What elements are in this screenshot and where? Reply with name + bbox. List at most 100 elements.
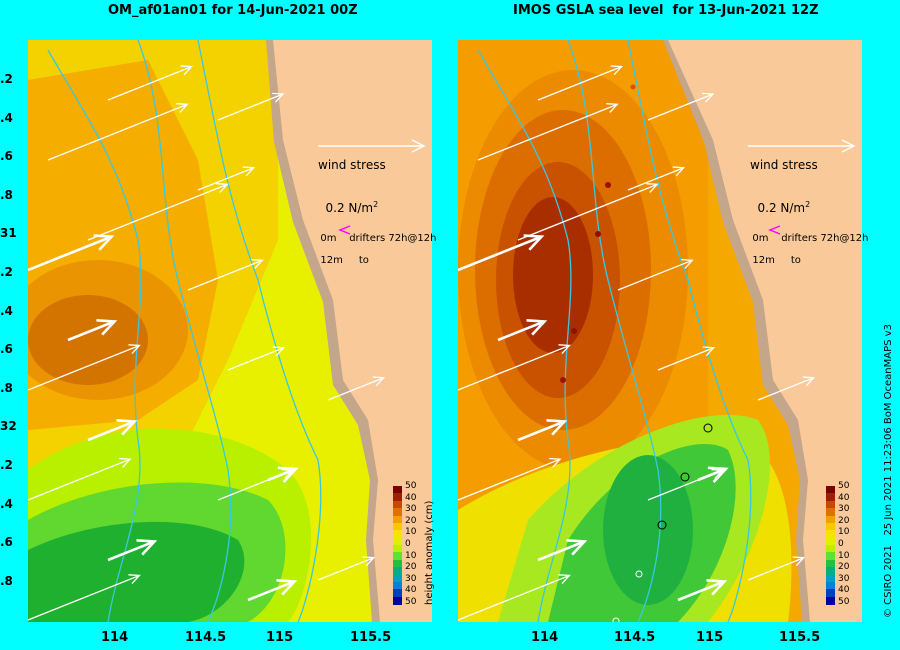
colorbar-swatch [826, 508, 835, 516]
wind-arrow [28, 344, 140, 391]
right-drifter-legend-marker [768, 225, 781, 235]
colorbar-swatch [393, 537, 402, 546]
longitude-tick-label: 114 [101, 630, 129, 645]
colorbar-swatch [826, 552, 835, 561]
wind-arrow [28, 574, 140, 621]
colorbar-tick-label: 30 [405, 504, 417, 515]
wind-arrow-head [672, 166, 686, 177]
colorbar-swatch [393, 559, 402, 568]
wind-arrow-head [272, 346, 286, 357]
wind-arrow [187, 259, 263, 291]
wind-arrow-head [610, 65, 623, 76]
colorbar-swatch [826, 596, 835, 605]
colorbar-tick-label: 0 [405, 539, 411, 549]
wind-arrow-head [128, 344, 141, 354]
wind-arrow [458, 344, 570, 391]
wind-arrow-head [96, 319, 118, 336]
colorbar-tick-label: 0 [838, 539, 844, 549]
wind-arrow [197, 167, 254, 191]
colorbar-swatch [826, 500, 835, 509]
colorbar-swatch [393, 567, 402, 575]
wind-arrow [217, 93, 284, 121]
right-map-panel [458, 40, 862, 622]
wind-arrow-head [180, 65, 193, 76]
wind-arrow-head [372, 376, 386, 387]
wind-arrow [267, 467, 297, 482]
longitude-tick-label: 115.5 [350, 630, 392, 645]
colorbar-tick-label: 40 [838, 492, 850, 503]
right-drifter-points [560, 84, 713, 622]
left-colorbar-title: height anomaly (cm) [424, 500, 435, 605]
wind-arrow [647, 93, 714, 121]
wind-arrow-head [176, 103, 189, 113]
wind-arrow-head [276, 579, 298, 596]
latitude-tick-label: 32 [0, 419, 17, 434]
wind-arrow-head [136, 539, 158, 556]
colorbar-swatch [826, 567, 835, 575]
colorbar-tick-label: 50 [405, 597, 417, 607]
wind-arrow [28, 235, 113, 272]
colorbar-swatch [393, 493, 402, 502]
wind-arrow [28, 458, 131, 501]
wind-arrow-head [242, 166, 256, 177]
longitude-tick-label: 114.5 [614, 630, 656, 645]
left-contour-neg20 [28, 521, 245, 622]
colorbar-swatch [826, 545, 835, 553]
latitude-tick-label: .8 [0, 380, 13, 395]
wind-arrow [47, 103, 188, 161]
latitude-tick-label: .6 [0, 535, 13, 550]
left-wind-legend-label: wind stress 0.2 N/m2 [318, 158, 386, 215]
right-map-canvas [458, 40, 862, 622]
colorbar-swatch [826, 493, 835, 502]
colorbar-swatch [826, 522, 835, 531]
colorbar-swatch [393, 508, 402, 516]
longitude-tick-label: 115 [696, 630, 724, 645]
colorbar-swatch [826, 486, 835, 494]
colorbar-swatch [393, 515, 402, 524]
wind-arrow [537, 66, 622, 101]
colorbar-tick-label: 20 [838, 562, 850, 573]
right-wind-legend-label: wind stress 0.2 N/m2 [750, 158, 818, 215]
wind-arrow-head [116, 419, 138, 436]
wind-arrow-head [362, 556, 376, 567]
colorbar-swatch [393, 589, 402, 598]
copyright-notice: © CSIRO 2021 25 Jun 2021 11:23:06 BoM Oc… [883, 324, 894, 618]
wind-arrow-head [271, 92, 285, 103]
wind-arrow [497, 320, 545, 342]
colorbar-swatch [393, 574, 402, 583]
wind-arrow [477, 103, 618, 161]
wind-arrow [317, 557, 374, 581]
colorbar-swatch [826, 581, 835, 590]
wind-arrow [537, 540, 585, 562]
colorbar-tick-label: 30 [405, 573, 417, 584]
wind-arrow-head [706, 579, 728, 596]
colorbar-swatch [393, 596, 402, 605]
latitude-tick-label: .2 [0, 265, 13, 279]
colorbar-swatch [393, 500, 402, 509]
wind-arrow [697, 467, 727, 482]
latitude-tick-label: .6 [0, 342, 13, 357]
wind-arrow [627, 167, 684, 191]
left-contour-50 [28, 295, 148, 385]
left-map-title: OM_af01an01 for 14-Jun-2021 00Z [108, 3, 358, 18]
left-wind-legend-arrow [318, 139, 426, 153]
latitude-tick-label: .8 [0, 187, 13, 202]
left-land [273, 40, 432, 622]
colorbar-swatch [826, 574, 835, 583]
colorbar-tick-label: 10 [405, 527, 417, 538]
colorbar-tick-label: 20 [405, 515, 417, 526]
wind-arrow [67, 320, 115, 342]
colorbar-swatch [393, 545, 402, 553]
wind-arrow [107, 66, 192, 101]
latitude-tick-label: 31 [0, 226, 17, 241]
wind-arrow [227, 347, 284, 371]
right-colorbar [826, 486, 835, 605]
colorbar-tick-label: 50 [405, 481, 417, 491]
colorbar-tick-label: 50 [838, 481, 850, 491]
wind-arrow-head [566, 539, 588, 556]
colorbar-swatch [393, 486, 402, 494]
wind-arrow [517, 420, 565, 442]
longitude-tick-label: 115.5 [779, 630, 821, 645]
latitude-tick-label: .8 [0, 573, 13, 588]
wind-arrow [458, 458, 561, 501]
